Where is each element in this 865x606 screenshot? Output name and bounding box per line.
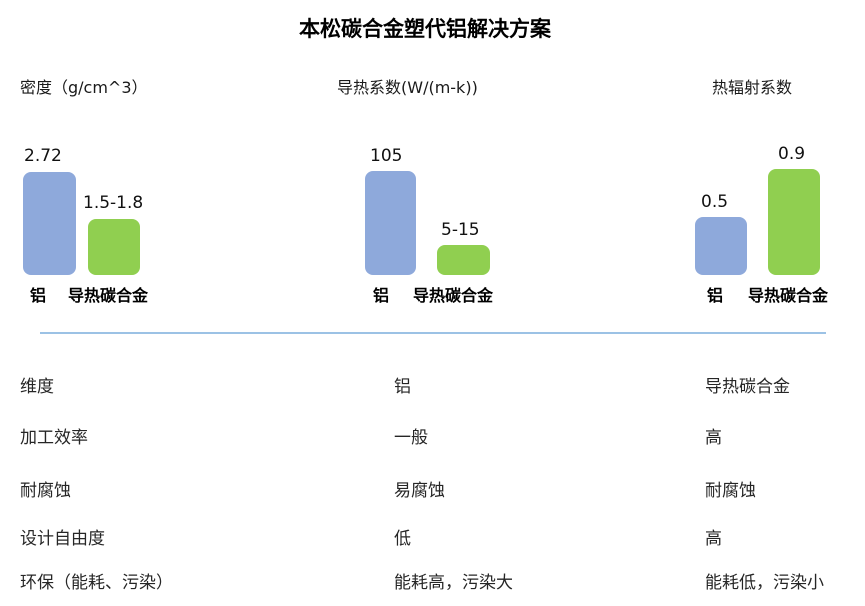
conductivity-aluminum-value: 105 (370, 146, 403, 166)
table-cell-design-freedom-carbon-alloy: 高 (705, 529, 722, 549)
radiation-carbon-alloy-bar (768, 169, 820, 275)
table-cell-dimension-header: 维度 (20, 377, 54, 397)
density-carbon-alloy-bar (88, 219, 140, 275)
radiation-carbon-alloy-label: 导热碳合金 (748, 286, 829, 305)
table-cell-design-freedom-label: 设计自由度 (20, 529, 105, 549)
chart-radiation-title: 热辐射系数 (712, 78, 793, 97)
table-cell-environment-carbon-alloy: 能耗低，污染小 (705, 573, 824, 593)
radiation-carbon-alloy-value: 0.9 (778, 144, 806, 164)
radiation-aluminum-value: 0.5 (701, 192, 729, 212)
table-cell-aluminum-header: 铝 (394, 377, 411, 397)
density-aluminum-label: 铝 (30, 286, 47, 305)
conductivity-carbon-alloy-value: 5-15 (441, 220, 480, 240)
table-cell-corrosion-carbon-alloy: 耐腐蚀 (705, 481, 756, 501)
table-cell-environment-aluminum: 能耗高，污染大 (394, 573, 513, 593)
table-cell-environment-label: 环保（能耗、污染） (20, 573, 173, 593)
chart-conductivity-title: 导热系数(W/(m-k)) (337, 78, 478, 97)
chart-density-title: 密度（g/cm^3） (20, 78, 148, 97)
conductivity-aluminum-label: 铝 (373, 286, 390, 305)
table-cell-corrosion-aluminum: 易腐蚀 (394, 481, 445, 501)
radiation-aluminum-label: 铝 (707, 286, 724, 305)
table-cell-corrosion-label: 耐腐蚀 (20, 481, 71, 501)
conductivity-carbon-alloy-label: 导热碳合金 (413, 286, 494, 305)
page-title: 本松碳合金塑代铝解决方案 (299, 16, 551, 41)
divider-line (40, 332, 826, 334)
table-cell-efficiency-label: 加工效率 (20, 428, 88, 448)
radiation-aluminum-bar (695, 217, 747, 275)
density-carbon-alloy-value: 1.5-1.8 (83, 193, 144, 213)
table-cell-efficiency-carbon-alloy: 高 (705, 428, 722, 448)
table-cell-efficiency-aluminum: 一般 (394, 428, 428, 448)
conductivity-carbon-alloy-bar (437, 245, 490, 275)
density-carbon-alloy-label: 导热碳合金 (68, 286, 149, 305)
table-cell-carbon-alloy-header: 导热碳合金 (705, 377, 790, 397)
conductivity-aluminum-bar (365, 171, 416, 275)
table-cell-design-freedom-aluminum: 低 (394, 529, 411, 549)
density-aluminum-value: 2.72 (24, 146, 62, 166)
density-aluminum-bar (23, 172, 76, 275)
